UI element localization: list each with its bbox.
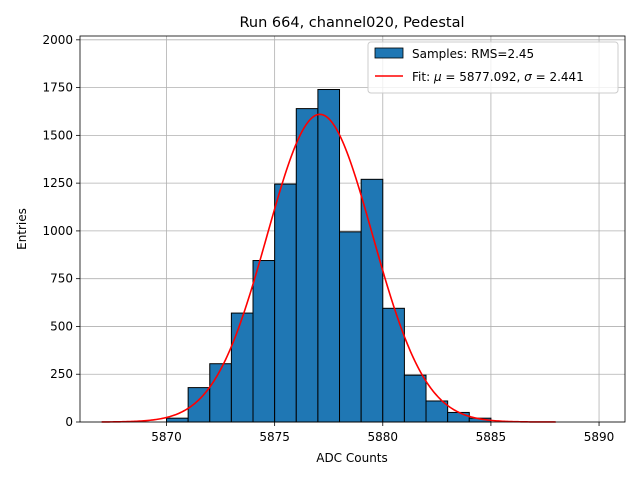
x-axis-ticks: 5870 5875 5880 5885 5890	[151, 422, 614, 444]
fit-curve	[101, 113, 556, 423]
legend-label-samples: Samples: RMS=2.45	[412, 47, 534, 61]
histogram-bar-1	[187, 387, 211, 423]
y-tick-label-7: 1750	[42, 81, 73, 95]
legend-label-fit: Fit: μ = 5877.092, σ = 2.441	[412, 70, 584, 84]
histogram-bar-8	[339, 231, 362, 423]
histogram-bar-3	[230, 312, 254, 423]
x-tick-label-2: 5880	[368, 430, 399, 444]
y-tick-label-5: 1250	[42, 176, 73, 190]
y-axis-label: Entries	[15, 208, 29, 250]
plot-frame	[79, 35, 626, 423]
histogram-bar-4	[252, 260, 276, 423]
histogram-bar-5	[274, 183, 297, 423]
y-tick-label-6: 1500	[42, 128, 73, 142]
fit-curve-group	[101, 113, 556, 423]
x-axis-label: ADC Counts	[316, 451, 388, 465]
histogram-bar-13	[447, 411, 470, 423]
histogram-bar-11	[403, 374, 427, 423]
y-tick-label-3: 750	[50, 272, 73, 286]
legend-fit-prefix: Fit:	[412, 70, 434, 84]
histogram-bar-0	[166, 417, 189, 423]
histogram-bar-12	[425, 400, 449, 423]
x-tick-label-1: 5875	[259, 430, 290, 444]
chart-title: Run 664, channel020, Pedestal	[239, 15, 464, 31]
y-tick-label-1: 250	[50, 367, 73, 381]
x-tick-label-0: 5870	[151, 430, 182, 444]
histogram-bar-7	[317, 89, 341, 423]
x-tick-label-3: 5885	[476, 430, 507, 444]
y-tick-label-4: 1000	[42, 224, 73, 238]
y-tick-label-8: 2000	[42, 33, 73, 47]
y-axis-ticks: 0 250 500 750 1000 1250 1500 1750 2000	[42, 33, 80, 429]
legend-fit-mu: μ	[433, 70, 442, 84]
y-tick-label-0: 0	[65, 415, 73, 429]
histogram-bar-10	[382, 307, 405, 423]
legend-fit-sigma: σ	[524, 70, 532, 84]
legend-fit-mid: = 5877.092,	[442, 70, 525, 84]
legend-frame	[367, 41, 619, 94]
legend-swatch-samples	[374, 47, 404, 59]
legend-fit-suffix: = 2.441	[532, 70, 584, 84]
y-tick-label-2: 500	[50, 319, 73, 333]
legend: Samples: RMS=2.45 Fit: μ = 5877.092, σ =…	[367, 41, 619, 94]
histogram-bar-9	[360, 178, 384, 423]
histogram-bars	[166, 89, 492, 423]
x-tick-label-4: 5890	[584, 430, 615, 444]
histogram-bar-2	[209, 363, 232, 423]
histogram-bar-6	[295, 108, 319, 423]
